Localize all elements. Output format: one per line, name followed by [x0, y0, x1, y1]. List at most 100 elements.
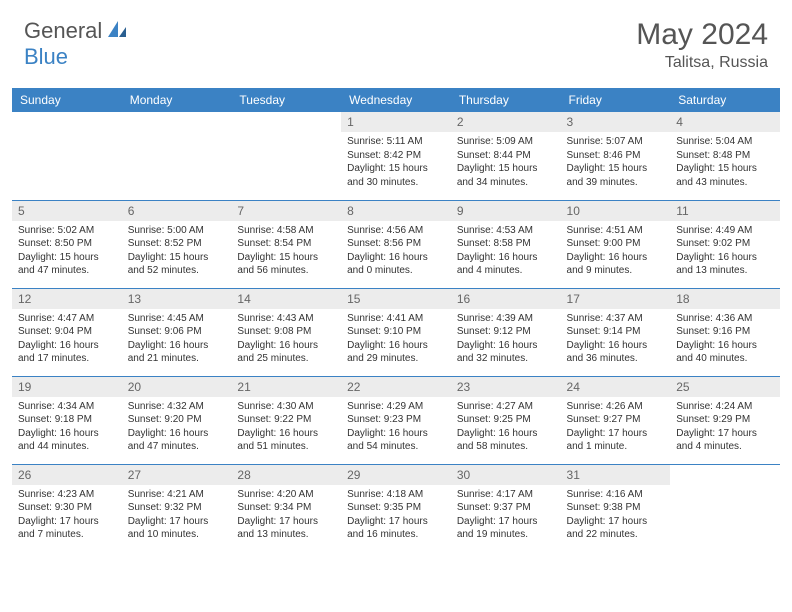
day-number: 29	[341, 465, 451, 485]
calendar-cell: 4Sunrise: 5:04 AMSunset: 8:48 PMDaylight…	[670, 112, 780, 200]
day-number: 12	[12, 289, 122, 309]
day-number: 3	[561, 112, 671, 132]
calendar-row: 26 Sunrise: 4:23 AMSunset: 9:30 PMDayligh…	[12, 464, 780, 552]
calendar-cell: 15Sunrise: 4:41 AMSunset: 9:10 PMDayligh…	[341, 288, 451, 376]
day-header: Tuesday	[231, 88, 341, 112]
header: General May 2024 Talitsa, Russia	[0, 0, 792, 80]
day-number: 31	[561, 465, 671, 485]
calendar-head: SundayMondayTuesdayWednesdayThursdayFrid…	[12, 88, 780, 112]
cell-details: Sunrise: 4:17 AMSunset: 9:37 PMDaylight:…	[457, 488, 555, 542]
day-number: 20	[122, 377, 232, 397]
cell-details: Sunrise: 4:21 AMSunset: 9:32 PMDaylight:…	[128, 488, 226, 542]
calendar-cell: 28 Sunrise: 4:20 AMSunset: 9:34 PMDayligh…	[231, 464, 341, 552]
logo: General	[24, 18, 130, 44]
day-number: 18	[670, 289, 780, 309]
cell-details: Sunrise: 4:39 AMSunset: 9:12 PMDaylight:…	[457, 312, 555, 366]
calendar-row: 19Sunrise: 4:34 AMSunset: 9:18 PMDayligh…	[12, 376, 780, 464]
calendar-cell: 7 Sunrise: 4:58 AMSunset: 8:54 PMDaylight…	[231, 200, 341, 288]
cell-details: Sunrise: 5:09 AMSunset: 8:44 PMDaylight:…	[457, 135, 555, 189]
day-number: 14	[231, 289, 341, 309]
calendar-cell: 8Sunrise: 4:56 AMSunset: 8:56 PMDaylight…	[341, 200, 451, 288]
cell-details: Sunrise: 4:47 AMSunset: 9:04 PMDaylight:…	[18, 312, 116, 366]
day-number: 13	[122, 289, 232, 309]
day-number: 30	[451, 465, 561, 485]
cell-details: Sunrise: 5:02 AMSunset: 8:50 PMDaylight:…	[18, 224, 116, 278]
calendar-cell: 2Sunrise: 5:09 AMSunset: 8:44 PMDaylight…	[451, 112, 561, 200]
cell-details: Sunrise: 4:45 AMSunset: 9:06 PMDaylight:…	[128, 312, 226, 366]
calendar-table: SundayMondayTuesdayWednesdayThursdayFrid…	[12, 88, 780, 552]
calendar-cell: 12 Sunrise: 4:47 AMSunset: 9:04 PMDayligh…	[12, 288, 122, 376]
day-number: 16	[451, 289, 561, 309]
cell-details: Sunrise: 4:37 AMSunset: 9:14 PMDaylight:…	[567, 312, 665, 366]
day-header: Thursday	[451, 88, 561, 112]
calendar-cell: 19Sunrise: 4:34 AMSunset: 9:18 PMDayligh…	[12, 376, 122, 464]
cell-details: Sunrise: 4:27 AMSunset: 9:25 PMDaylight:…	[457, 400, 555, 454]
cell-details: Sunrise: 4:20 AMSunset: 9:34 PMDaylight:…	[237, 488, 335, 542]
month-title: May 2024	[636, 18, 768, 52]
cell-details: Sunrise: 4:53 AMSunset: 8:58 PMDaylight:…	[457, 224, 555, 278]
cell-details: Sunrise: 4:56 AMSunset: 8:56 PMDaylight:…	[347, 224, 445, 278]
calendar-cell: 6 Sunrise: 5:00 AMSunset: 8:52 PMDaylight…	[122, 200, 232, 288]
day-number: 9	[451, 201, 561, 221]
calendar-cell: 5 Sunrise: 5:02 AMSunset: 8:50 PMDaylight…	[12, 200, 122, 288]
calendar-cell: 29 Sunrise: 4:18 AMSunset: 9:35 PMDayligh…	[341, 464, 451, 552]
calendar-cell: 3Sunrise: 5:07 AMSunset: 8:46 PMDaylight…	[561, 112, 671, 200]
cell-details: Sunrise: 4:49 AMSunset: 9:02 PMDaylight:…	[676, 224, 774, 278]
day-header: Friday	[561, 88, 671, 112]
day-header: Saturday	[670, 88, 780, 112]
day-number: 11	[670, 201, 780, 221]
day-number: 1	[341, 112, 451, 132]
calendar-cell: 20 Sunrise: 4:32 AMSunset: 9:20 PMDayligh…	[122, 376, 232, 464]
day-number: 27	[122, 465, 232, 485]
day-number: 21	[231, 377, 341, 397]
calendar-cell: 11 Sunrise: 4:49 AMSunset: 9:02 PMDayligh…	[670, 200, 780, 288]
cell-details: Sunrise: 5:00 AMSunset: 8:52 PMDaylight:…	[128, 224, 226, 278]
day-header: Monday	[122, 88, 232, 112]
day-header: Wednesday	[341, 88, 451, 112]
calendar-cell: 18 Sunrise: 4:36 AMSunset: 9:16 PMDayligh…	[670, 288, 780, 376]
cell-details: Sunrise: 4:34 AMSunset: 9:18 PMDaylight:…	[18, 400, 116, 454]
calendar-row: 12 Sunrise: 4:47 AMSunset: 9:04 PMDayligh…	[12, 288, 780, 376]
calendar-cell	[12, 112, 122, 200]
day-number: 4	[670, 112, 780, 132]
cell-details: Sunrise: 4:43 AMSunset: 9:08 PMDaylight:…	[237, 312, 335, 366]
cell-details: Sunrise: 4:30 AMSunset: 9:22 PMDaylight:…	[237, 400, 335, 454]
cell-details: Sunrise: 4:24 AMSunset: 9:29 PMDaylight:…	[676, 400, 774, 454]
calendar-body: 1 Sunrise: 5:11 AMSunset: 8:42 PMDaylight…	[12, 112, 780, 552]
calendar-cell: 24Sunrise: 4:26 AMSunset: 9:27 PMDayligh…	[561, 376, 671, 464]
day-number: 26	[12, 465, 122, 485]
calendar-cell: 21 Sunrise: 4:30 AMSunset: 9:22 PMDayligh…	[231, 376, 341, 464]
logo-text-blue-wrap: Blue	[24, 44, 68, 70]
day-number: 7	[231, 201, 341, 221]
cell-details: Sunrise: 5:11 AMSunset: 8:42 PMDaylight:…	[347, 135, 445, 189]
calendar-cell	[670, 464, 780, 552]
day-number: 10	[561, 201, 671, 221]
day-number: 6	[122, 201, 232, 221]
cell-details: Sunrise: 4:51 AMSunset: 9:00 PMDaylight:…	[567, 224, 665, 278]
calendar-cell: 30 Sunrise: 4:17 AMSunset: 9:37 PMDayligh…	[451, 464, 561, 552]
logo-text-general: General	[24, 18, 102, 44]
calendar-row: 5 Sunrise: 5:02 AMSunset: 8:50 PMDaylight…	[12, 200, 780, 288]
calendar-cell: 14 Sunrise: 4:43 AMSunset: 9:08 PMDayligh…	[231, 288, 341, 376]
calendar-cell: 9 Sunrise: 4:53 AMSunset: 8:58 PMDaylight…	[451, 200, 561, 288]
calendar-cell: 25 Sunrise: 4:24 AMSunset: 9:29 PMDayligh…	[670, 376, 780, 464]
day-header-row: SundayMondayTuesdayWednesdayThursdayFrid…	[12, 88, 780, 112]
day-number: 23	[451, 377, 561, 397]
cell-details: Sunrise: 4:36 AMSunset: 9:16 PMDaylight:…	[676, 312, 774, 366]
calendar-cell	[231, 112, 341, 200]
day-number: 15	[341, 289, 451, 309]
calendar-cell: 13 Sunrise: 4:45 AMSunset: 9:06 PMDayligh…	[122, 288, 232, 376]
day-number: 25	[670, 377, 780, 397]
calendar-cell: 22Sunrise: 4:29 AMSunset: 9:23 PMDayligh…	[341, 376, 451, 464]
day-number: 5	[12, 201, 122, 221]
logo-sail-icon	[106, 19, 128, 44]
cell-details: Sunrise: 4:58 AMSunset: 8:54 PMDaylight:…	[237, 224, 335, 278]
cell-details: Sunrise: 4:18 AMSunset: 9:35 PMDaylight:…	[347, 488, 445, 542]
calendar-cell: 27 Sunrise: 4:21 AMSunset: 9:32 PMDayligh…	[122, 464, 232, 552]
day-number: 28	[231, 465, 341, 485]
calendar-cell: 1 Sunrise: 5:11 AMSunset: 8:42 PMDaylight…	[341, 112, 451, 200]
cell-details: Sunrise: 4:16 AMSunset: 9:38 PMDaylight:…	[567, 488, 665, 542]
calendar-cell: 31 Sunrise: 4:16 AMSunset: 9:38 PMDayligh…	[561, 464, 671, 552]
cell-details: Sunrise: 4:32 AMSunset: 9:20 PMDaylight:…	[128, 400, 226, 454]
cell-details: Sunrise: 4:23 AMSunset: 9:30 PMDaylight:…	[18, 488, 116, 542]
